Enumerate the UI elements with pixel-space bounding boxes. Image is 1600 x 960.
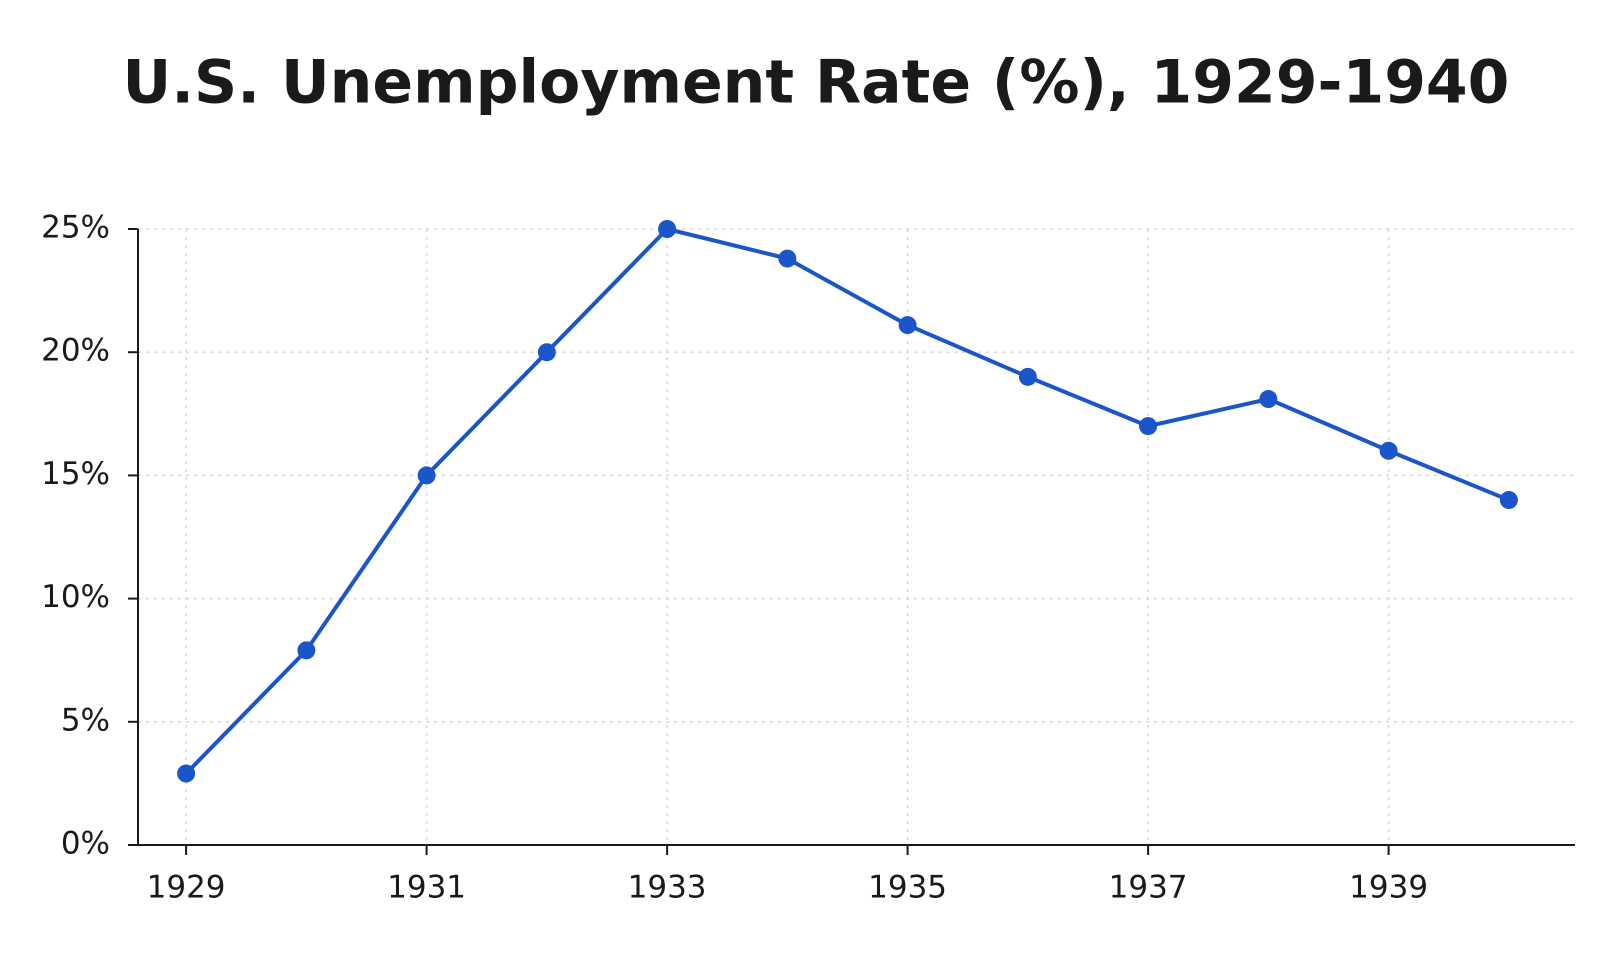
chart-title: U.S. Unemployment Rate (%), 1929-1940: [123, 48, 1510, 118]
y-tick-label: 10%: [41, 579, 110, 615]
data-point: [537, 343, 556, 362]
x-tick-label: 1931: [387, 870, 466, 906]
x-tick-label: 1933: [628, 870, 707, 906]
x-tick-label: 1937: [1109, 870, 1188, 906]
data-point: [1499, 491, 1518, 510]
x-tick-label: 1935: [868, 870, 947, 906]
data-point: [1259, 390, 1278, 409]
y-tick-label: 15%: [41, 456, 110, 492]
data-point: [658, 220, 677, 238]
data-line: [184, 227, 1510, 775]
data-point: [177, 764, 196, 783]
y-tick-label: 25%: [41, 210, 110, 246]
data-point: [1379, 441, 1398, 460]
data-point: [417, 466, 436, 485]
data-point: [297, 641, 316, 660]
x-tick-label: 1939: [1349, 870, 1428, 906]
data-point: [898, 316, 917, 335]
y-tick-label: 5%: [61, 702, 110, 738]
y-tick-label: 0%: [61, 826, 110, 862]
data-point: [1139, 417, 1158, 436]
x-tick-label: 1929: [147, 870, 226, 906]
data-point: [778, 249, 797, 268]
data-point: [1018, 367, 1037, 386]
y-tick-label: 20%: [41, 333, 110, 369]
